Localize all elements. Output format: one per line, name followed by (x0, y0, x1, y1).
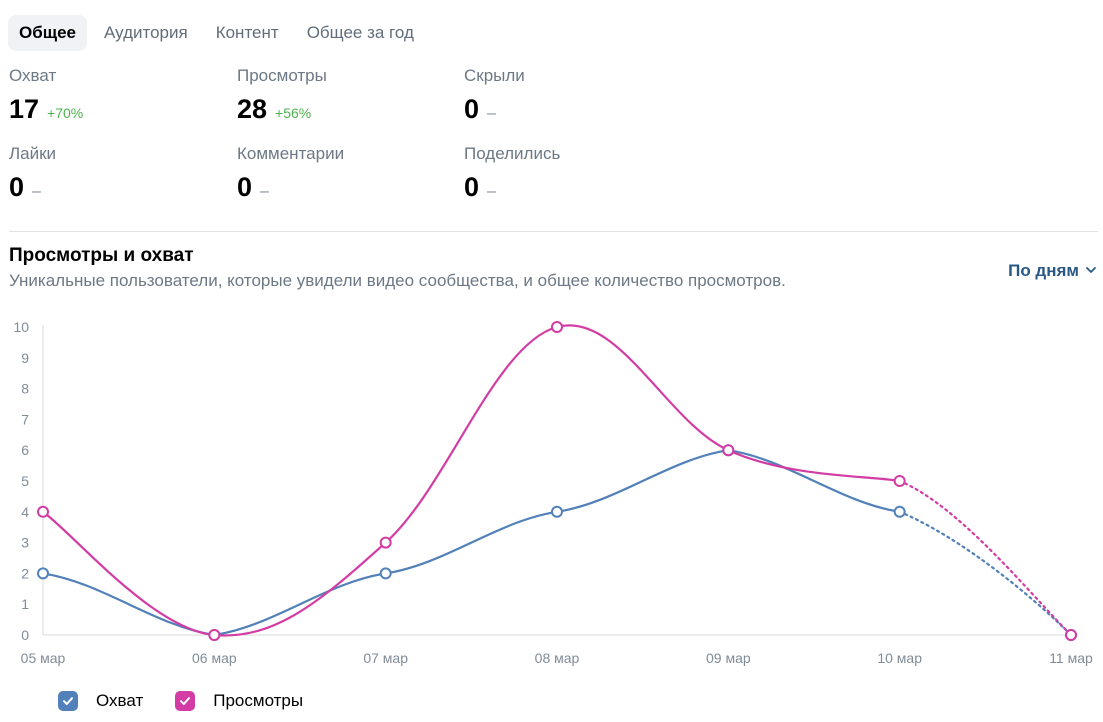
series-line-projection (898, 510, 1073, 637)
stat-delta: – (260, 183, 269, 200)
stat-reach: Охват 17 +70% (9, 66, 229, 124)
legend-item-reach[interactable]: Охват (58, 691, 143, 711)
checkmark-icon (63, 697, 73, 705)
stat-shares: Поделились 0 – (464, 144, 684, 202)
series-line-views (42, 324, 900, 637)
data-point-reach (37, 567, 49, 580)
tab-bar: Общее Аудитория Контент Общее за год (8, 15, 431, 51)
stat-value: 28 (237, 94, 268, 124)
checkmark-icon (180, 697, 191, 705)
stat-value: 0 (9, 172, 25, 202)
y-tick-label: 7 (21, 411, 29, 427)
stat-value: 0 (464, 94, 480, 124)
stat-value: 0 (237, 172, 253, 202)
data-point-views (379, 536, 392, 549)
series-line-reach (42, 449, 900, 637)
stat-likes: Лайки 0 – (9, 144, 229, 202)
series-line-projection (898, 479, 1073, 637)
data-point-views (551, 321, 563, 333)
tab-audience[interactable]: Аудитория (103, 23, 188, 42)
chevron-down-icon (1085, 261, 1097, 281)
data-point-reach (551, 505, 563, 518)
tab-yearly[interactable]: Общее за год (306, 23, 414, 42)
stat-delta: – (487, 105, 496, 122)
y-tick-label: 10 (13, 319, 29, 335)
stat-delta: – (487, 183, 496, 200)
period-dropdown[interactable]: По дням (1008, 261, 1097, 281)
stat-label: Скрыли (464, 66, 525, 85)
x-tick-label: 07 мар (363, 650, 408, 666)
stat-comments: Комментарии 0 – (237, 144, 457, 202)
line-chart: 0 1 2 3 4 5 6 7 8 9 10 05 мар 06 мар 07 мар 08 мар 09 м… (13, 319, 1093, 666)
stat-delta: – (32, 183, 41, 200)
x-tick-label: 11 мар (1049, 650, 1093, 666)
stat-value: 17 (9, 94, 40, 124)
y-tick-label: 0 (21, 627, 29, 643)
stat-hidden: Скрыли 0 – (464, 66, 684, 124)
y-tick-label: 3 (21, 535, 29, 551)
divider (9, 231, 1098, 232)
chart-title: Просмотры и охват (9, 245, 194, 266)
stat-label: Комментарии (237, 144, 345, 163)
data-point-reach (379, 567, 392, 580)
tab-general[interactable]: Общее (8, 15, 87, 51)
x-tick-label: 10 мар (877, 650, 922, 666)
checkbox[interactable] (175, 691, 196, 711)
data-point-views (208, 629, 221, 641)
stat-views: Просмотры 28 +56% (237, 66, 457, 124)
stat-label: Просмотры (237, 66, 327, 85)
legend-label: Охват (96, 691, 144, 710)
y-tick-label: 2 (21, 565, 29, 581)
y-tick-label: 4 (21, 504, 29, 520)
data-point-views (893, 475, 906, 487)
data-point-views (37, 505, 49, 518)
data-point-views (1065, 629, 1077, 641)
legend-item-views[interactable]: Просмотры (175, 691, 303, 711)
stat-delta: +70% (47, 105, 84, 121)
y-tick-label: 9 (21, 350, 29, 366)
data-point-reach (893, 505, 906, 518)
x-tick-label: 09 мар (706, 650, 751, 666)
x-tick-label: 05 мар (21, 650, 66, 666)
stat-label: Лайки (9, 144, 57, 163)
data-point-views (722, 444, 735, 457)
stat-label: Охват (9, 66, 57, 85)
checkbox[interactable] (58, 691, 78, 711)
y-tick-label: 6 (21, 442, 29, 458)
chart-subtitle: Уникальные пользователи, которые увидели… (9, 271, 786, 290)
chart-legend: Охват Просмотры (58, 691, 335, 711)
x-tick-label: 08 мар (535, 650, 580, 666)
y-tick-label: 8 (21, 381, 29, 397)
period-label: По дням (1008, 261, 1079, 280)
legend-label: Просмотры (213, 691, 304, 710)
tab-content[interactable]: Контент (215, 23, 279, 42)
stat-value: 0 (464, 172, 480, 202)
stat-delta: +56% (275, 105, 312, 121)
y-tick-label: 1 (21, 596, 29, 612)
y-tick-label: 5 (21, 473, 29, 489)
stat-label: Поделились (464, 144, 561, 163)
x-tick-label: 06 мар (192, 650, 237, 666)
